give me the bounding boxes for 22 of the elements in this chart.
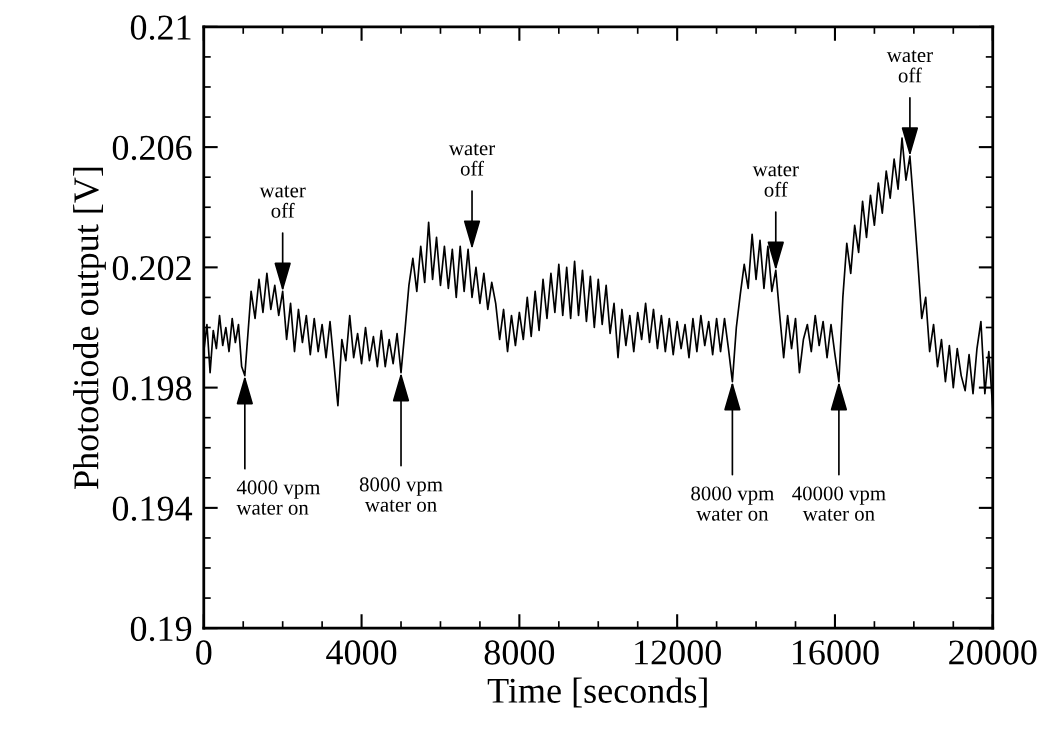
annotation: 4000 vpm water on [236,480,321,515]
y-tick-label: 0.21 [130,15,191,40]
annotation: water off [448,143,495,176]
x-tick-label: 0 [196,640,212,665]
y-tick-label: 0.194 [112,496,193,521]
annotation: 8000 vpm water on [359,477,443,512]
y-axis-title: Photodiode output [V] [73,167,106,489]
annotation: 40000 vpm water on [792,486,886,521]
y-tick-label: 0.19 [130,616,192,642]
annotation: water off [259,185,306,218]
x-tick-label: 4000 [326,640,397,665]
x-tick-label: 16000 [792,640,879,665]
y-tick-label: 0.202 [112,255,191,281]
y-tick-label: 0.206 [112,135,192,161]
annotation: water off [752,164,799,197]
annotation: 8000 vpm water on [691,486,775,521]
x-tick-label: 12000 [635,640,721,665]
x-tick-label: 8000 [484,640,555,665]
x-tick-label: 20000 [949,640,1037,665]
y-tick-label: 0.198 [112,376,192,401]
annotation: water off [886,50,933,83]
x-axis-title: Time [seconds] [487,677,707,708]
